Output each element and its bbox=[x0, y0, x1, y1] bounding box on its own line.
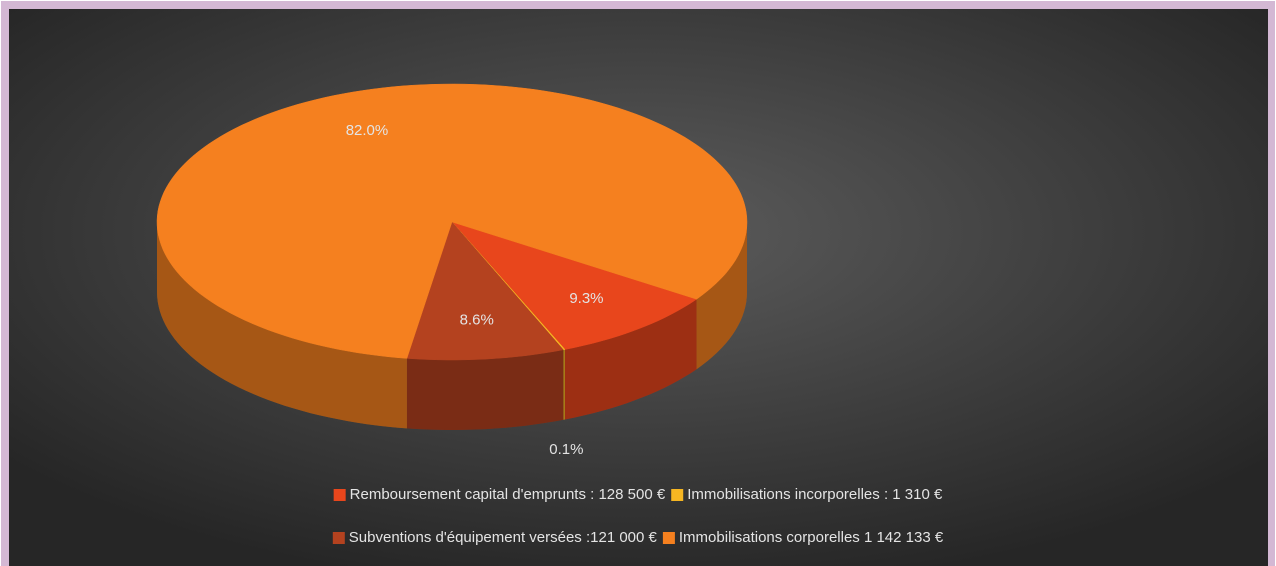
slice-side bbox=[565, 299, 697, 420]
slice bbox=[156, 83, 748, 359]
slice-side bbox=[406, 349, 564, 430]
legend-label: Remboursement capital d'emprunts : 128 5… bbox=[350, 486, 666, 503]
data-label: 82.0% bbox=[346, 122, 389, 139]
side-shade bbox=[406, 349, 564, 430]
side-shade bbox=[563, 349, 565, 420]
data-label: 9.3% bbox=[569, 290, 603, 307]
legend-label: Subventions d'équipement versées :121 00… bbox=[349, 529, 658, 546]
legend-swatch bbox=[671, 489, 684, 501]
legend-label: Immobilisations incorporelles : 1 310 € bbox=[687, 486, 943, 503]
side-shade bbox=[696, 222, 747, 370]
data-label: 0.1% bbox=[549, 441, 583, 458]
slice bbox=[451, 221, 698, 350]
slice-side bbox=[563, 349, 565, 420]
slice-side bbox=[696, 222, 747, 370]
legend-swatch bbox=[332, 532, 345, 544]
legend-label: Immobilisations corporelles 1 142 133 € bbox=[679, 529, 944, 546]
legend-swatch bbox=[333, 489, 346, 501]
side-shade bbox=[157, 222, 407, 429]
legend-swatch bbox=[662, 532, 675, 544]
data-label: 8.6% bbox=[460, 312, 494, 329]
slice-side bbox=[157, 222, 407, 429]
side-shade bbox=[565, 299, 697, 420]
slice bbox=[406, 221, 564, 361]
